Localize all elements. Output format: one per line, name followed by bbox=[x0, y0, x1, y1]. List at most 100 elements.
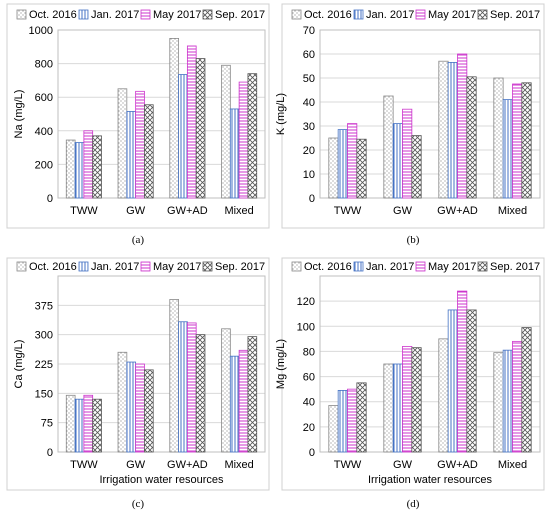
bar bbox=[438, 338, 449, 453]
y-tick-label: 20 bbox=[303, 145, 315, 157]
bar bbox=[457, 290, 468, 453]
x-category-label: GW bbox=[126, 205, 146, 217]
legend-label: May 2017 bbox=[153, 9, 201, 21]
bar bbox=[65, 139, 76, 199]
x-category-label: GW+AD bbox=[167, 459, 208, 471]
y-tick-label: 10 bbox=[303, 169, 315, 181]
bar bbox=[383, 363, 394, 453]
bar bbox=[521, 327, 532, 453]
plot-area bbox=[57, 29, 266, 199]
bar bbox=[411, 347, 422, 453]
legend-label: Jan. 2017 bbox=[91, 9, 139, 21]
legend-label: Oct. 2016 bbox=[304, 9, 352, 21]
y-tick-label: 60 bbox=[303, 372, 315, 384]
bar bbox=[438, 60, 449, 199]
bar bbox=[447, 309, 458, 453]
bar bbox=[117, 351, 128, 453]
panel-caption: (d) bbox=[407, 498, 420, 510]
panel-caption: (a) bbox=[132, 234, 145, 246]
x-category-label: TWW bbox=[70, 205, 98, 217]
bar bbox=[512, 83, 523, 199]
x-category-label: Mixed bbox=[498, 459, 527, 471]
bar bbox=[502, 99, 513, 199]
bar bbox=[247, 73, 258, 199]
y-tick-label: 40 bbox=[303, 397, 315, 409]
y-tick-label: 120 bbox=[297, 296, 315, 308]
bar bbox=[178, 74, 188, 199]
x-category-label: TWW bbox=[334, 459, 362, 471]
y-tick-label: 0 bbox=[309, 447, 315, 459]
legend-swatch bbox=[353, 9, 364, 20]
bar bbox=[195, 58, 206, 199]
chart-panel-a: 0 200 400 600 800 1000 TWW GW GW+AD Mixed Na (mg/L… bbox=[6, 3, 270, 246]
bar bbox=[347, 388, 358, 453]
chart-panel-d: 0 20 40 60 80 100 120 TWW GW GW+AD Mixed Mg (mg/L) I… bbox=[275, 257, 545, 510]
legend-swatch bbox=[291, 9, 302, 20]
bar bbox=[74, 142, 85, 199]
plot-area bbox=[319, 29, 541, 199]
y-tick-label: 800 bbox=[35, 59, 53, 71]
bar bbox=[502, 349, 513, 453]
bar bbox=[144, 104, 154, 199]
bar bbox=[466, 76, 477, 199]
x-category-label: Mixed bbox=[224, 459, 253, 471]
plot-area bbox=[319, 275, 541, 453]
bar bbox=[356, 382, 367, 453]
legend-label: Oct. 2016 bbox=[29, 9, 77, 21]
y-tick-label: 50 bbox=[303, 73, 315, 85]
plot-area bbox=[57, 275, 266, 453]
chart-panel-b: 0 10 20 30 40 50 60 70 TWW GW GW+AD Mixed K (mg/L) Oc… bbox=[275, 3, 545, 246]
bar bbox=[83, 394, 94, 453]
bar bbox=[186, 322, 197, 453]
legend-swatch bbox=[202, 261, 213, 272]
y-tick-label: 400 bbox=[35, 126, 53, 138]
y-tick-label: 80 bbox=[303, 346, 315, 358]
legend-label: Oct. 2016 bbox=[29, 261, 77, 273]
bar bbox=[126, 361, 137, 453]
bar bbox=[126, 111, 137, 199]
y-tick-label: 600 bbox=[35, 92, 53, 104]
bar bbox=[83, 130, 94, 199]
legend-swatch bbox=[16, 261, 27, 272]
x-category-label: GW bbox=[393, 459, 413, 471]
y-tick-label: 1000 bbox=[29, 25, 53, 37]
y-tick-label: 0 bbox=[47, 193, 53, 205]
x-category-label: GW+AD bbox=[167, 205, 208, 217]
legend-label: Sep. 2017 bbox=[490, 9, 540, 21]
bar bbox=[402, 108, 413, 199]
bar bbox=[169, 299, 179, 453]
bar bbox=[392, 123, 403, 199]
legend: Oct. 2016 Jan. 2017 May 2017 Sep. 2017 bbox=[16, 9, 265, 21]
y-tick-label: 200 bbox=[35, 159, 53, 171]
bar bbox=[383, 95, 394, 199]
bar bbox=[411, 135, 422, 199]
bar bbox=[135, 363, 145, 453]
bar bbox=[328, 405, 339, 453]
legend-label: Jan. 2017 bbox=[91, 261, 139, 273]
bar bbox=[238, 349, 249, 453]
x-axis-title: Irrigation water resources bbox=[368, 474, 493, 486]
y-tick-label: 0 bbox=[47, 447, 53, 459]
bar bbox=[457, 53, 468, 199]
legend-label: May 2017 bbox=[153, 261, 201, 273]
legend-swatch bbox=[140, 261, 151, 272]
legend-swatch bbox=[477, 9, 488, 20]
legend-label: Sep. 2017 bbox=[490, 261, 540, 273]
bar bbox=[65, 394, 76, 453]
bar bbox=[521, 82, 532, 199]
bar bbox=[328, 137, 339, 199]
bar bbox=[512, 340, 523, 453]
x-axis-title: Irrigation water resources bbox=[99, 474, 224, 486]
legend-swatch bbox=[353, 261, 364, 272]
legend-swatch bbox=[415, 9, 426, 20]
bar bbox=[447, 62, 458, 199]
bar bbox=[169, 38, 179, 199]
y-tick-label: 375 bbox=[35, 300, 53, 312]
bar bbox=[221, 328, 231, 453]
bar bbox=[238, 81, 249, 199]
y-tick-label: 300 bbox=[35, 330, 53, 342]
legend-swatch bbox=[415, 261, 426, 272]
y-axis-title: K (mg/L) bbox=[275, 93, 287, 135]
legend-label: May 2017 bbox=[428, 261, 476, 273]
